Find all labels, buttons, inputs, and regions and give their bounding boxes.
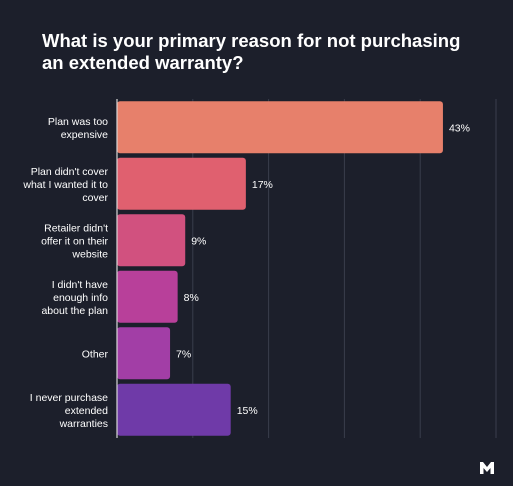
category-label: extended [65,405,108,417]
category-label: cover [82,192,108,204]
category-label: what I wanted it to [22,179,108,191]
category-label: Retailer didn't [44,222,108,234]
category-label: about the plan [41,305,108,317]
category-label: I never purchase [30,392,108,404]
category-label: offer it on their [41,235,108,247]
data-label: 17% [252,179,273,191]
data-label: 15% [237,405,258,417]
category-label: Plan was too [48,116,108,128]
data-label: 43% [449,122,470,134]
chart-title: What is your primary reason for not purc… [42,30,461,73]
category-label: Plan didn't cover [31,166,109,178]
data-label: 8% [184,292,199,304]
bar [117,214,186,267]
category-label: I didn't have [52,279,108,291]
bar [117,327,171,380]
bar [117,157,246,210]
category-label: Other [82,348,109,360]
brand-m-logo [480,462,494,474]
bar [117,270,178,323]
data-label: 9% [191,235,206,247]
data-label: 7% [176,348,191,360]
category-label: enough info [53,292,108,304]
category-label: warranties [59,418,108,430]
bar [117,383,231,436]
bar [117,101,443,154]
category-label: expensive [61,129,108,141]
category-label: website [71,248,108,260]
